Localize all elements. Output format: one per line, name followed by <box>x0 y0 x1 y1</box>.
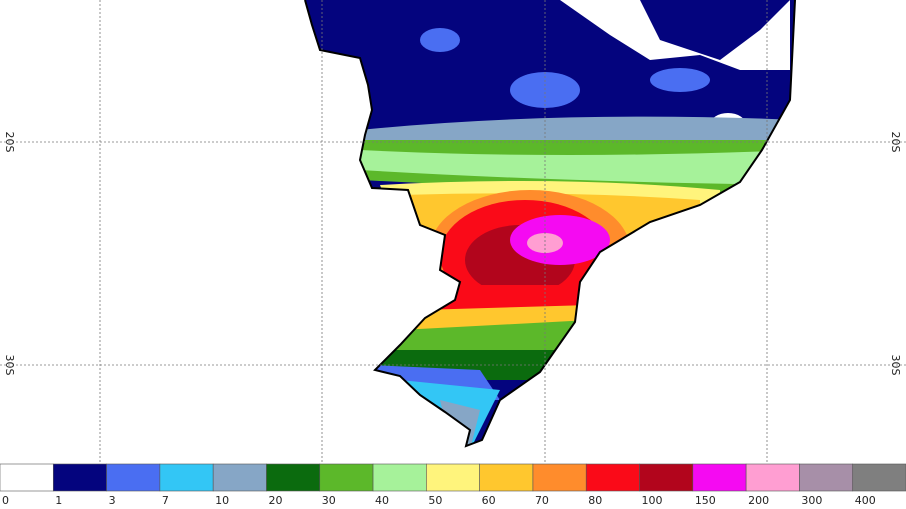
latitude-label: 20S <box>3 132 16 153</box>
legend-swatch <box>212 463 267 492</box>
latitude-label: 30S <box>889 355 902 376</box>
legend-swatch <box>106 463 161 492</box>
legend-label: 100 <box>642 494 663 507</box>
legend-label: 200 <box>748 494 769 507</box>
legend-swatch <box>745 463 800 492</box>
legend-swatch <box>372 463 427 492</box>
legend-swatch <box>159 463 214 492</box>
legend-swatch <box>799 463 854 492</box>
legend-label: 400 <box>855 494 876 507</box>
legend-swatch <box>852 463 906 492</box>
legend-label: 300 <box>801 494 822 507</box>
latitude-label: 20S <box>889 132 902 153</box>
legend-swatch <box>585 463 640 492</box>
legend-swatch <box>692 463 747 492</box>
legend-swatch <box>52 463 107 492</box>
legend-swatch <box>532 463 587 492</box>
legend-label: 20 <box>268 494 282 507</box>
legend-label: 7 <box>162 494 169 507</box>
legend-swatch <box>479 463 534 492</box>
color-legend: 0 1 3 7 10 20 30 40 50 60 70 80 100 150 200 300 400 <box>0 463 906 507</box>
legend-swatch <box>266 463 321 492</box>
legend-label: 30 <box>322 494 336 507</box>
legend-label: 70 <box>535 494 549 507</box>
legend-label: 0 <box>2 494 9 507</box>
legend-label: 1 <box>55 494 62 507</box>
coastline <box>304 0 796 448</box>
legend-label: 80 <box>588 494 602 507</box>
legend-label: 50 <box>428 494 442 507</box>
legend-swatch <box>319 463 374 492</box>
latitude-label: 30S <box>3 355 16 376</box>
legend-swatch <box>426 463 480 492</box>
legend-label: 40 <box>375 494 389 507</box>
legend-label: 60 <box>482 494 496 507</box>
legend-label: 150 <box>695 494 716 507</box>
legend-swatch <box>0 463 54 492</box>
legend-label: 3 <box>109 494 116 507</box>
legend-swatch <box>639 463 694 492</box>
graticule <box>0 0 906 463</box>
legend-label: 10 <box>215 494 229 507</box>
